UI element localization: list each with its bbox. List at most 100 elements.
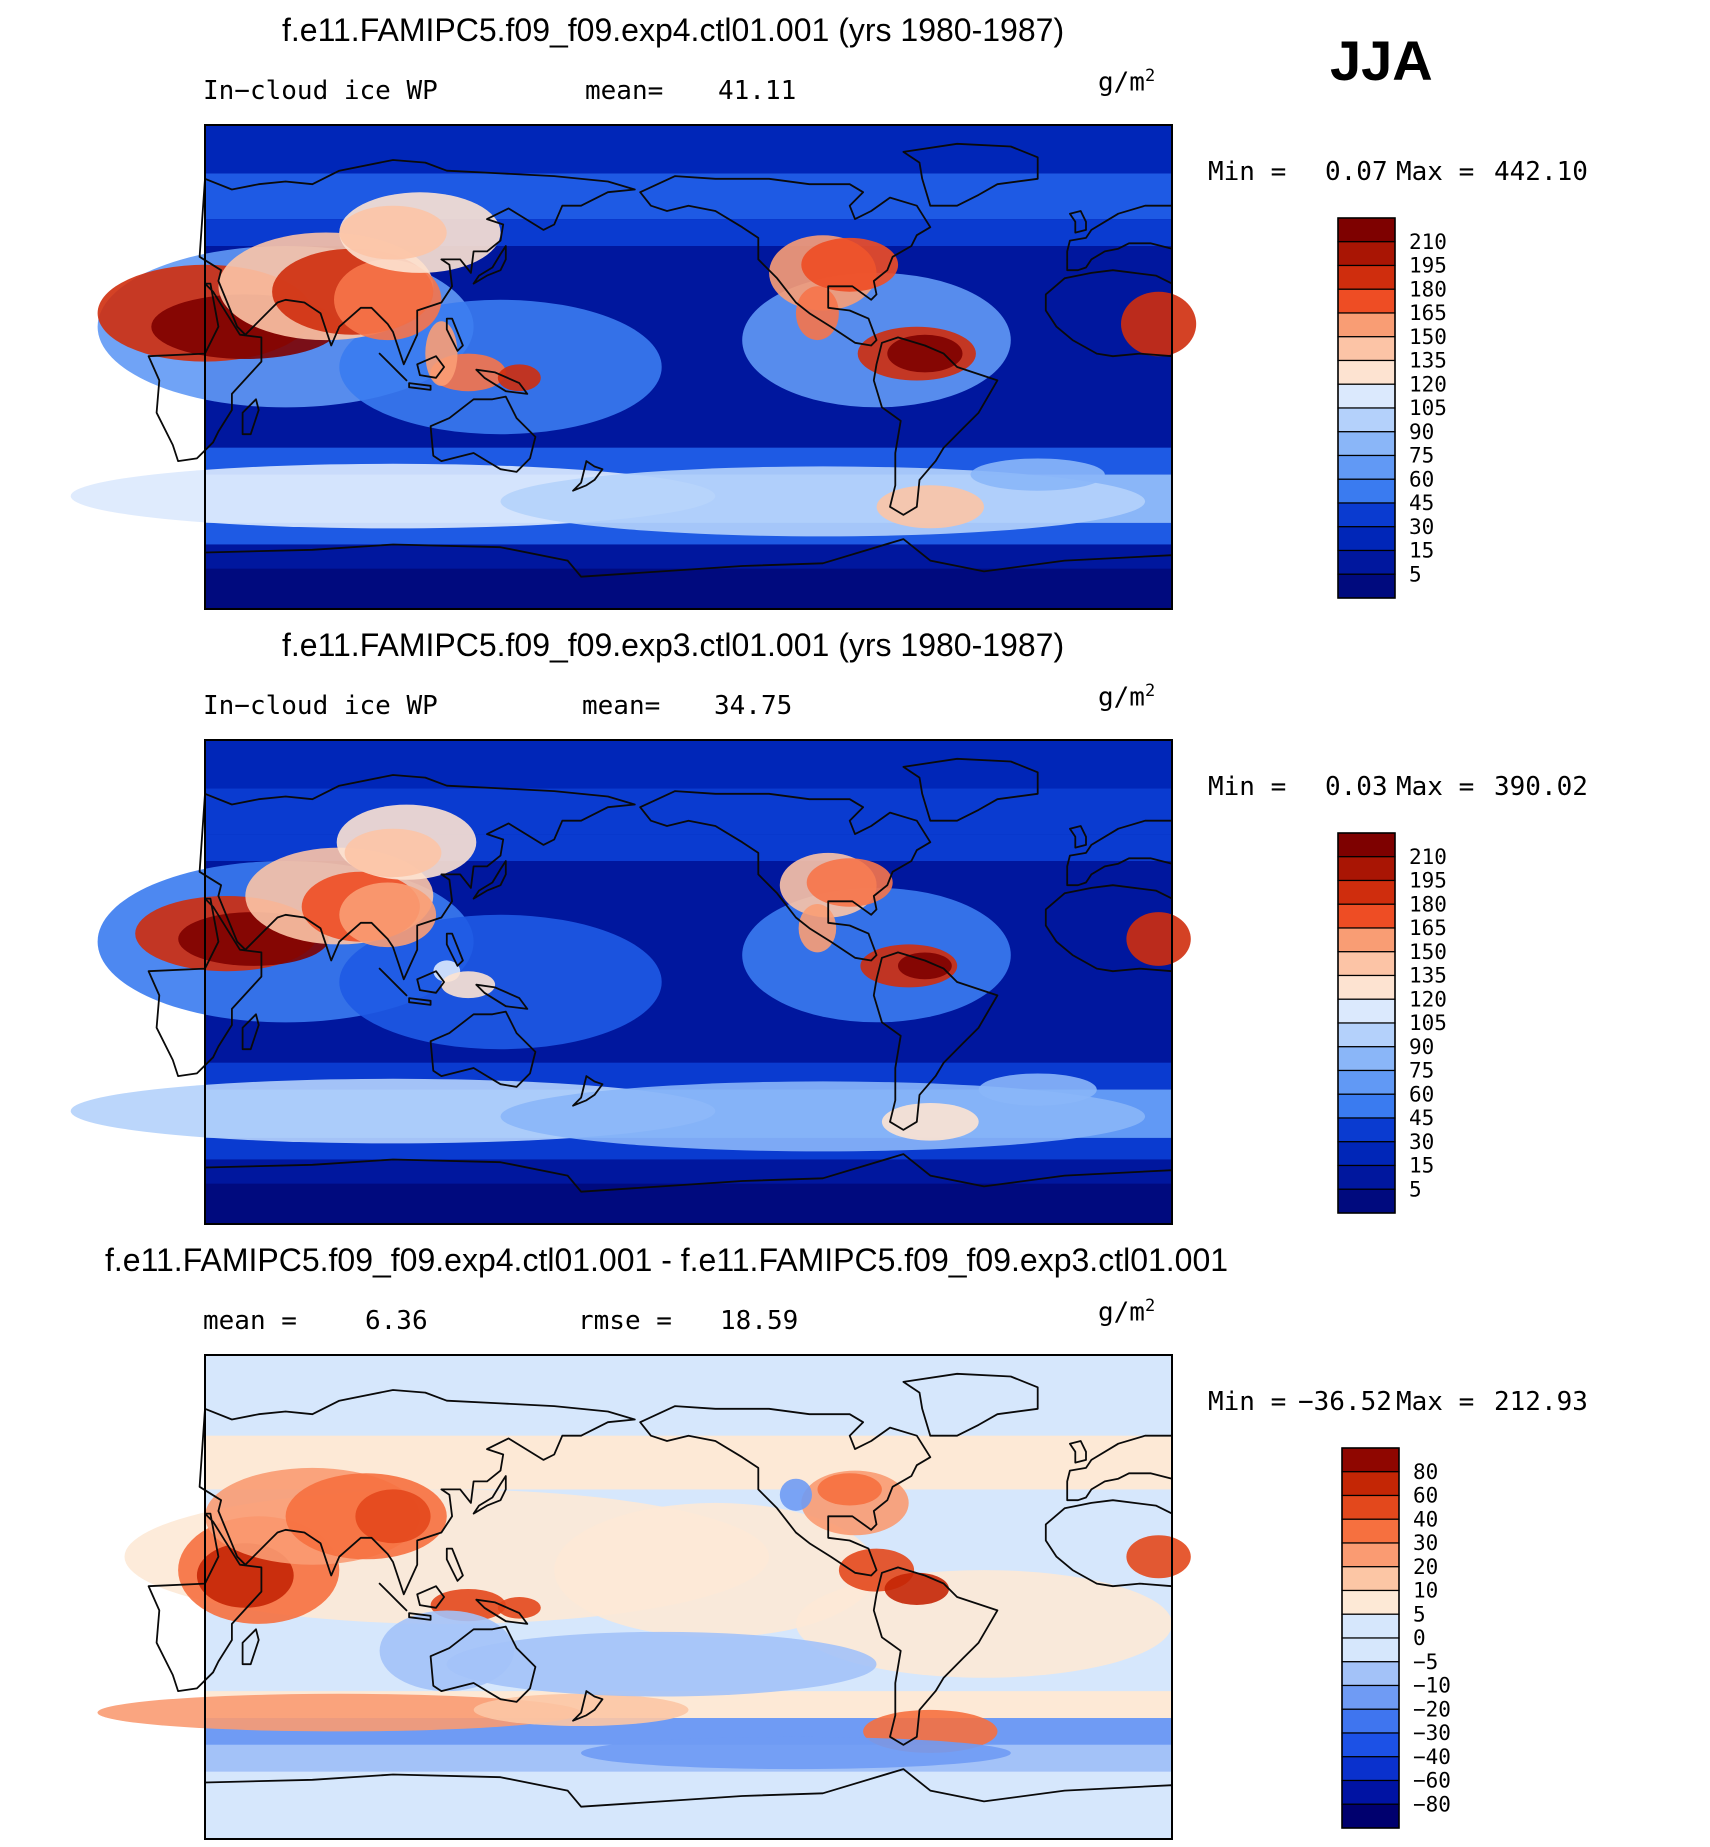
panel-3-colorbar-label-9: −10: [1413, 1674, 1451, 1698]
panel-3-colorbar-label-1: 60: [1413, 1484, 1438, 1508]
panel-2-colorbar-label-7: 105: [1409, 1011, 1447, 1035]
panel-2-colorbar-label-4: 150: [1409, 940, 1447, 964]
panel-3-colorbar-box-1: [1341, 1471, 1400, 1497]
panel-3-coastline-17: [445, 1547, 464, 1582]
panel-2-colorbar-label-2: 180: [1409, 892, 1447, 916]
panel-2-colorbar-label-14: 5: [1409, 1177, 1422, 1201]
panel-3-frame: [204, 1354, 1173, 1840]
panel-1-max-label: Max =: [1396, 157, 1475, 187]
panel-1-coastline-7: [241, 398, 260, 436]
panel-2-field-region-9: [344, 828, 442, 878]
panel-1-field-region-12: [425, 321, 458, 386]
panel-1-colorbar-box-0: [1337, 217, 1396, 243]
panel-1-south-band-4: [205, 568, 1172, 609]
panel-2-coastline-3: [639, 790, 932, 962]
panel-2-coastline-8: [572, 1075, 604, 1107]
panel-3-field-region-11: [817, 1473, 882, 1506]
panel-2-frame: [204, 739, 1173, 1225]
panel-1-coastline-17: [445, 317, 464, 352]
panel-3-coastline-2: [429, 1625, 537, 1703]
panel-3-field-region-21: [779, 1478, 813, 1511]
panel-2-colorbar-box-6: [1337, 974, 1396, 1000]
panel-1-min-value: 0.07: [1325, 157, 1388, 187]
panel-3-colorbar-label-6: 5: [1413, 1602, 1426, 1626]
panel-3-field-region-14: [1126, 1535, 1191, 1579]
panel-2-coastline-15: [475, 983, 529, 1010]
panel-1-colorbar-label-1: 195: [1409, 254, 1447, 278]
panel-1-colorbar-box-5: [1337, 336, 1396, 362]
panel-2-colorbar-label-10: 60: [1409, 1082, 1434, 1106]
panel-2-colorbar-label-6: 120: [1409, 987, 1447, 1011]
panel-3-title: f.e11.FAMIPC5.f09_f09.exp4.ctl01.001 - f…: [105, 1242, 1229, 1278]
panel-3-rmse-label: rmse =: [578, 1306, 672, 1336]
panel-1-variable-label: In−cloud ice WP: [203, 76, 438, 106]
panel-2-coastline-4: [872, 951, 999, 1131]
panel-2-title: f.e11.FAMIPC5.f09_f09.exp3.ctl01.001 (yr…: [282, 627, 1065, 663]
panel-1-mean-label: mean=: [585, 76, 664, 106]
panel-3-coastline-1: [198, 1389, 636, 1596]
panel-1-colorbar-box-9: [1337, 431, 1396, 457]
panel-3-colorbar-box-11: [1341, 1708, 1400, 1734]
panel-1-south-band-3: [205, 544, 1172, 569]
panel-3-colorbar-box-7: [1341, 1613, 1400, 1639]
panel-2-south-band-4: [205, 1183, 1172, 1224]
panel-3-colorbar-box-3: [1341, 1518, 1400, 1544]
panel-3-field-region-20: [581, 1736, 1011, 1770]
panel-2-colorbar-box-3: [1337, 903, 1396, 929]
panel-3-min-label: Min =: [1208, 1387, 1287, 1417]
panel-1-colorbar-box-7: [1337, 383, 1396, 409]
panel-3-colorbar-label-8: −5: [1413, 1650, 1438, 1674]
panel-2-south-band-3: [205, 1159, 1172, 1184]
panel-3-coastline-3: [639, 1405, 932, 1577]
panel-2-field-region-7: [339, 882, 437, 948]
panel-1-colorbar-label-4: 150: [1409, 325, 1447, 349]
panel-3-max-value: 212.93: [1494, 1387, 1588, 1417]
panel-3-colorbar-box-2: [1341, 1494, 1400, 1520]
panel-3-max-label: Max =: [1396, 1387, 1475, 1417]
panel-3-field-region-13: [884, 1572, 949, 1605]
panel-1-units: g/m2: [1098, 66, 1156, 98]
panel-3-colorbar-box-4: [1341, 1542, 1400, 1568]
panel-1-colorbar-box-13: [1337, 526, 1396, 552]
panel-3-coastline-8: [572, 1690, 604, 1722]
panel-3-field-region-15: [97, 1693, 582, 1732]
panel-2-max-value: 390.02: [1494, 772, 1588, 802]
panel-1-colorbar-label-12: 30: [1409, 515, 1434, 539]
panel-1-coastline-1: [198, 159, 636, 366]
panel-2-field-region-14: [798, 904, 837, 953]
panel-1-north-band-2: [205, 125, 1172, 174]
panel-2-colorbar-box-2: [1337, 879, 1396, 905]
panel-3-colorbar-label-12: −40: [1413, 1745, 1451, 1769]
panel-2-coastline-12: [1044, 884, 1173, 973]
season-label: JJA: [1330, 29, 1433, 92]
panel-2-north-band-2: [205, 740, 1172, 789]
panel-2-field-region-21: [978, 1073, 1097, 1106]
panel-1-colorbar-label-5: 135: [1409, 349, 1447, 373]
panel-1-field-region-21: [876, 485, 984, 529]
panel-3-coastline-10: [1069, 1440, 1087, 1464]
panel-2-field-region-20: [881, 1103, 979, 1141]
panel-1-colorbar-box-10: [1337, 454, 1396, 480]
panel-3-colorbar-box-5: [1341, 1566, 1400, 1592]
panel-3-colorbar-box-9: [1341, 1661, 1400, 1687]
panel-3-colorbar-box-8: [1341, 1637, 1400, 1663]
panel-3-coastline-9: [472, 1475, 507, 1515]
panel-1-colorbar-box-8: [1337, 407, 1396, 433]
panel-1-colorbar-label-7: 105: [1409, 396, 1447, 420]
panel-3-mean-value: 6.36: [365, 1306, 428, 1336]
panel-3-colorbar-box-12: [1341, 1732, 1400, 1758]
panel-2-field-region-17: [1126, 912, 1191, 966]
panel-1-coastline-2: [429, 395, 537, 473]
panel-1-coastline-12: [1044, 269, 1173, 358]
panel-2-colorbar-box-1: [1337, 856, 1396, 882]
panel-3-coastline-13: [378, 1582, 408, 1612]
panel-1-field-region-14: [801, 237, 899, 292]
panel-1-colorbar-label-13: 15: [1409, 539, 1434, 563]
panel-3-colorbar-label-3: 30: [1413, 1531, 1438, 1555]
panel-3-colorbar-frame: [1341, 1447, 1400, 1829]
panel-2-colorbar-label-13: 15: [1409, 1154, 1434, 1178]
panel-2-colorbar-label-11: 45: [1409, 1106, 1434, 1130]
panel-1-colorbar-label-3: 165: [1409, 301, 1447, 325]
panel-2-mean-label: mean=: [582, 691, 661, 721]
